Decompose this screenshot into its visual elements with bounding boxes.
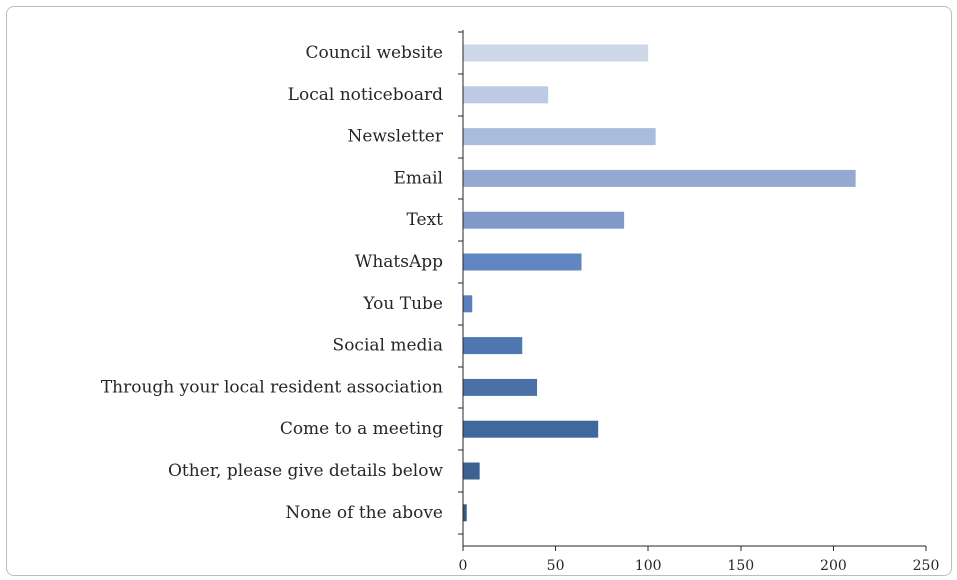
bar-whatsapp xyxy=(463,253,582,271)
bar-other-please-give-details-below xyxy=(463,462,480,480)
bar-newsletter xyxy=(463,128,656,146)
category-label-other-please-give-details-below: Other, please give details below xyxy=(168,461,443,481)
bars-group xyxy=(458,31,856,535)
category-label-none-of-the-above: None of the above xyxy=(285,503,443,523)
bar-you-tube xyxy=(463,295,473,313)
category-label-newsletter: Newsletter xyxy=(347,127,443,147)
x-tick-label: 250 xyxy=(913,558,940,574)
x-tick-label: 100 xyxy=(635,558,662,574)
category-label-come-to-a-meeting: Come to a meeting xyxy=(280,419,443,439)
category-labels-group: Council website Local noticeboard Newslett… xyxy=(101,43,444,523)
x-tick-label: 50 xyxy=(547,558,565,574)
category-label-through-your-local-resident-association: Through your local resident association xyxy=(101,377,443,397)
category-label-council-website: Council website xyxy=(306,43,444,63)
bar-social-media xyxy=(463,337,523,355)
category-label-whatsapp: WhatsApp xyxy=(355,252,443,272)
axes-group xyxy=(462,30,926,547)
x-tick-label: 200 xyxy=(820,558,847,574)
tick-labels-group: 0 50 100 150 200 250 xyxy=(459,546,940,574)
category-label-email: Email xyxy=(393,168,443,188)
bar-come-to-a-meeting xyxy=(463,420,599,438)
bar-local-noticeboard xyxy=(463,86,549,104)
bar-none-of-the-above xyxy=(463,504,467,522)
category-label-local-noticeboard: Local noticeboard xyxy=(288,85,443,105)
category-label-social-media: Social media xyxy=(333,336,443,356)
x-tick-label: 0 xyxy=(459,558,468,574)
bar-through-your-local-resident-association xyxy=(463,378,538,396)
x-tick-label: 150 xyxy=(727,558,754,574)
bar-council-website xyxy=(463,44,649,62)
bar-text xyxy=(463,211,625,229)
category-label-text: Text xyxy=(407,210,444,230)
bar-email xyxy=(463,169,856,187)
category-label-you-tube: You Tube xyxy=(362,294,443,314)
